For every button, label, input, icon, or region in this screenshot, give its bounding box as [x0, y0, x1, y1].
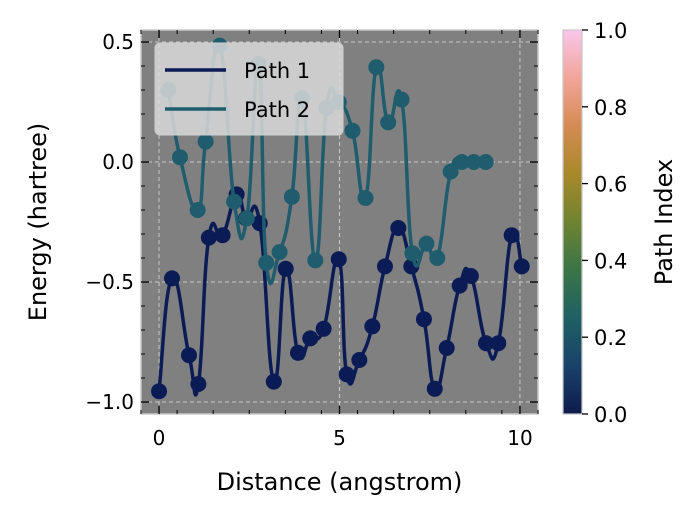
data-point [462, 268, 479, 284]
legend-box [154, 42, 344, 136]
data-point [344, 122, 361, 139]
data-point [503, 227, 520, 244]
data-point [307, 252, 324, 269]
y-tick-label: 0.5 [102, 30, 134, 54]
y-tick-label: −0.5 [85, 270, 134, 294]
colorbar-tick-label: 0.4 [594, 249, 627, 273]
colorbar-tick-label: 0.0 [594, 403, 627, 427]
data-point [238, 210, 255, 227]
data-point [214, 227, 231, 244]
data-point [315, 320, 332, 337]
data-point [477, 154, 494, 170]
data-point [364, 318, 381, 335]
data-point [351, 352, 368, 368]
data-point [415, 311, 432, 328]
data-point [393, 91, 410, 108]
data-point [380, 114, 397, 131]
data-point [418, 235, 435, 252]
colorbar-tick-label: 1.0 [594, 19, 627, 43]
data-point [368, 59, 385, 76]
data-point [429, 250, 446, 266]
data-point [357, 190, 374, 206]
data-point [181, 347, 198, 364]
data-point [513, 258, 530, 275]
data-point [189, 202, 206, 218]
data-point [283, 188, 300, 205]
data-point [426, 380, 443, 397]
data-point [465, 154, 482, 170]
colorbar-tick-label: 0.6 [594, 173, 627, 197]
data-point [302, 330, 319, 347]
data-point [197, 133, 214, 150]
x-tick-label: 5 [333, 426, 346, 450]
colorbar: 0.0 0.2 0.4 0.6 0.8 1.0 Path Index [562, 19, 678, 427]
data-point [277, 260, 294, 277]
legend-label: Path 1 [244, 59, 310, 83]
data-point [404, 245, 421, 262]
data-point [438, 340, 455, 356]
y-tick-label: −1.0 [85, 390, 134, 414]
data-point [490, 335, 507, 352]
data-point [453, 154, 470, 170]
x-tick-label: 0 [153, 426, 166, 450]
data-point [376, 258, 393, 275]
colorbar-tick-label: 0.8 [594, 96, 627, 120]
data-point [289, 344, 306, 361]
data-point [190, 376, 207, 392]
legend: Path 1 Path 2 [154, 42, 344, 136]
data-point [478, 335, 495, 352]
data-point [226, 193, 243, 210]
data-point [171, 149, 188, 166]
data-point [338, 366, 355, 383]
data-point [390, 220, 407, 236]
data-point [258, 254, 275, 271]
data-point [151, 383, 168, 400]
x-axis-label: Distance (angstrom) [217, 468, 463, 496]
data-point [442, 163, 459, 180]
colorbar-label: Path Index [650, 159, 678, 285]
data-point [330, 251, 347, 268]
y-tick-label: 0.0 [102, 150, 134, 174]
colorbar-tick-label: 0.2 [594, 326, 627, 350]
legend-label: Path 2 [244, 98, 310, 122]
data-point [265, 373, 282, 390]
data-point [200, 229, 217, 246]
data-point [451, 277, 468, 294]
data-point [271, 244, 288, 260]
x-tick-label: 10 [507, 426, 532, 450]
colorbar-gradient [562, 29, 583, 415]
data-point [164, 270, 181, 287]
y-axis-label: Energy (hartree) [24, 123, 52, 321]
